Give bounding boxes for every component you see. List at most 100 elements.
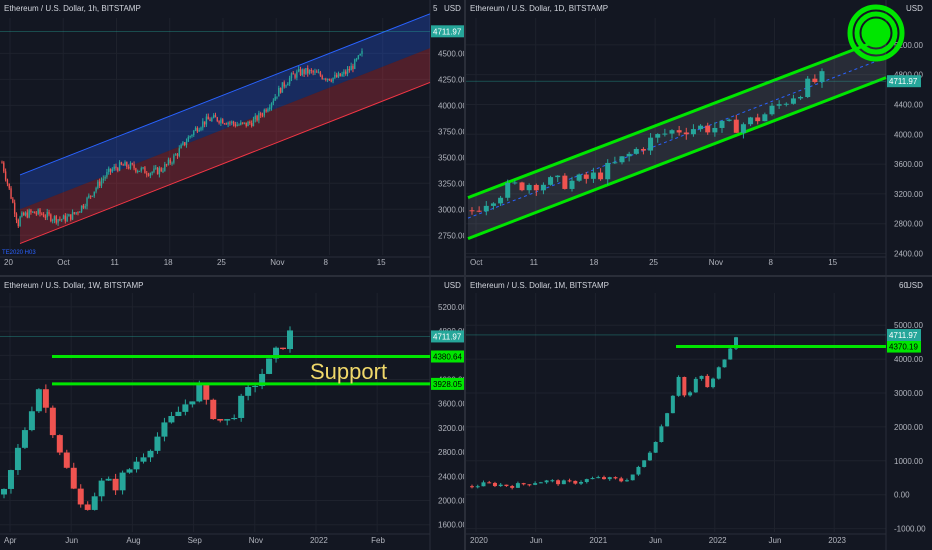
- candle-body: [267, 109, 269, 112]
- candle-body: [512, 182, 518, 184]
- chart-1h-svg[interactable]: 2750.00 3000.00 3250.00 3500.00 3750.00 4000.…: [0, 0, 464, 275]
- candle-body: [158, 168, 161, 175]
- candle-body: [339, 73, 341, 77]
- candle-body: [98, 480, 105, 497]
- candle-body: [665, 413, 670, 427]
- support-annotation: Support: [310, 359, 388, 384]
- candle-body: [483, 205, 489, 212]
- candle-body: [51, 220, 54, 222]
- chart-1m-corner-label: 60: [899, 281, 908, 290]
- candle-body: [602, 477, 606, 480]
- y-tick-label: 5200.00: [438, 303, 464, 312]
- candle-body: [470, 486, 474, 488]
- candle-body: [556, 480, 561, 485]
- candle-body: [184, 142, 186, 146]
- candle-body: [217, 419, 224, 421]
- y-tick-label: 1600.00: [438, 521, 464, 530]
- candle-body: [510, 486, 515, 488]
- chart-1d-svg[interactable]: 2400.00 2800.00 3200.00 3600.00 4000.00 4400.…: [466, 0, 932, 275]
- candle-body: [140, 168, 142, 171]
- candle-body: [619, 156, 625, 163]
- candle-body: [719, 120, 725, 128]
- candle-body: [42, 389, 49, 408]
- x-tick-label: 8: [769, 258, 774, 267]
- panel-1w-chart[interactable]: 1600.00 2000.00 2400.00 2800.00 3200.00 3600.…: [0, 277, 464, 550]
- y-tick-label: 2400.00: [438, 472, 464, 481]
- candle-body: [798, 97, 804, 99]
- candle-body: [155, 167, 157, 169]
- chart-1m-svg[interactable]: -1000.00 0.00 1000.00 2000.00 3000.00 4000.00…: [466, 277, 932, 550]
- candle-body: [106, 171, 108, 177]
- candle-body: [147, 450, 154, 458]
- y-tick-label: 4400.00: [894, 100, 923, 109]
- candle-body: [266, 358, 273, 374]
- candle-body: [63, 452, 70, 468]
- y-tick-label: 3250.00: [438, 179, 464, 188]
- candle-body: [164, 164, 166, 171]
- candle-body: [630, 474, 635, 481]
- candle-body: [281, 82, 284, 93]
- candle-body: [57, 219, 59, 223]
- chart-1h-lower-left-label: TE2020 H03: [2, 250, 36, 256]
- candle-body: [573, 480, 578, 484]
- candle-body: [325, 78, 327, 80]
- candle-body: [13, 202, 16, 214]
- candle-body: [14, 447, 21, 471]
- candle-body: [66, 216, 68, 222]
- candle-body: [655, 134, 661, 138]
- candle-body: [205, 116, 208, 125]
- candle-body: [133, 164, 135, 169]
- candle-body: [59, 219, 61, 221]
- candle-body: [28, 411, 35, 431]
- candle-body: [10, 188, 12, 199]
- candle-body: [127, 166, 130, 169]
- panel-1h-chart[interactable]: 2750.00 3000.00 3250.00 3500.00 3750.00 4000.…: [0, 0, 464, 275]
- last-price-badge-bg: [887, 75, 921, 88]
- candle-body: [8, 183, 10, 189]
- candle-body: [653, 442, 658, 453]
- support-price-badge: 4370.19: [889, 343, 918, 352]
- candle-body: [216, 117, 218, 122]
- candle-body: [122, 164, 124, 166]
- chart-1w-svg[interactable]: 1600.00 2000.00 2400.00 2800.00 3200.00 3600.…: [0, 277, 464, 550]
- candle-body: [819, 71, 825, 83]
- y-tick-label: 2000.00: [894, 423, 923, 432]
- panel-1m-chart[interactable]: -1000.00 0.00 1000.00 2000.00 3000.00 4000.00…: [466, 277, 932, 550]
- x-tick-label: 2021: [589, 536, 607, 545]
- chart-1w-currency: USD: [444, 281, 461, 290]
- candle-body: [173, 155, 175, 163]
- panel-1d-chart[interactable]: 2400.00 2800.00 3200.00 3600.00 4000.00 4400.…: [466, 0, 932, 275]
- candle-body: [75, 212, 77, 214]
- candle-body: [149, 173, 152, 176]
- candle-body: [283, 82, 285, 87]
- candle-body: [98, 181, 101, 186]
- candle-body: [276, 96, 278, 98]
- last-price-badge: 4711.97: [889, 77, 918, 86]
- y-tick-label: 2800.00: [438, 448, 464, 457]
- channel-lower-band: [20, 48, 430, 244]
- candle-body: [247, 121, 249, 127]
- candle-body: [533, 184, 539, 191]
- candle-body: [538, 482, 543, 484]
- candle-body: [112, 478, 119, 491]
- candle-body: [693, 378, 698, 393]
- candle-body: [113, 166, 115, 170]
- x-tick-label: 18: [589, 258, 598, 267]
- candle-body: [317, 72, 320, 74]
- candle-body: [84, 206, 86, 208]
- candle-body: [361, 51, 363, 54]
- candle-body: [49, 407, 56, 436]
- last-price-badge: 4711.97: [433, 332, 462, 341]
- candle-body: [492, 482, 497, 487]
- candle-body: [755, 117, 761, 122]
- candle-body: [21, 212, 23, 217]
- y-tick-label: 3500.00: [438, 153, 464, 162]
- candle-body: [231, 417, 238, 420]
- x-tick-label: 8: [323, 258, 328, 267]
- candle-body: [550, 480, 555, 482]
- candle-body: [165, 164, 168, 166]
- candle-body: [636, 466, 641, 475]
- y-tick-label: 3750.00: [438, 127, 464, 136]
- y-tick-label: 4250.00: [438, 75, 464, 84]
- x-tick-label: Nov: [270, 258, 284, 267]
